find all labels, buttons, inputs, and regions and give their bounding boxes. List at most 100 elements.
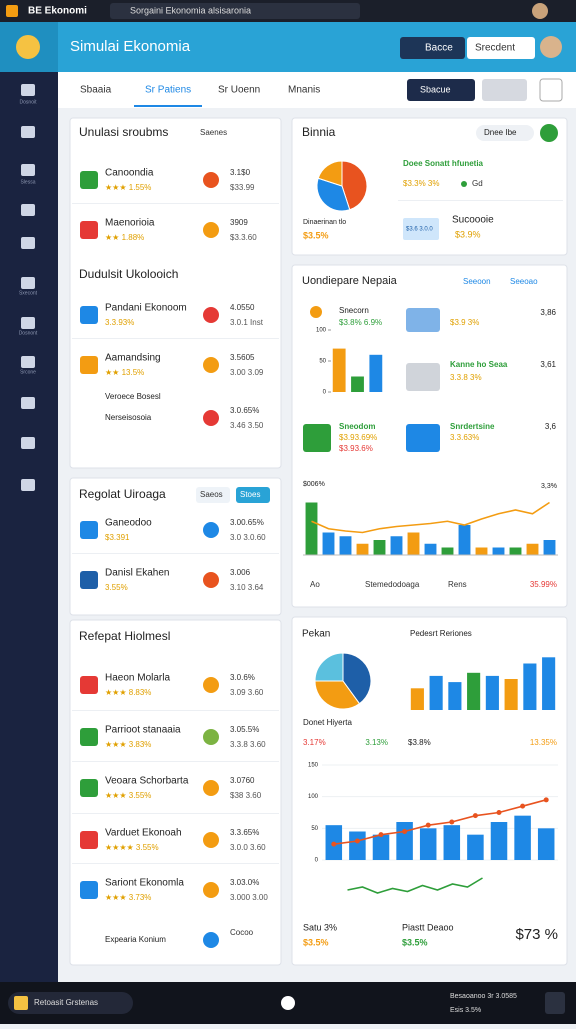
- row-icon: [406, 363, 440, 391]
- row-detail: 3.3.8 3%: [450, 373, 482, 382]
- bar: [458, 525, 471, 555]
- row-detail: 3.3.63%: [450, 433, 479, 442]
- status-dot: [203, 780, 219, 796]
- item-value: 3.05.5%: [230, 725, 259, 734]
- pie-slice: [341, 160, 368, 211]
- y-tick-label: 50: [311, 826, 318, 832]
- item-icon: [80, 831, 98, 849]
- badge: Gd: [472, 179, 483, 188]
- tab[interactable]: Sr Uoenn: [218, 85, 260, 96]
- nav-icon[interactable]: [21, 397, 35, 409]
- chip[interactable]: [236, 487, 270, 503]
- divider: [398, 200, 563, 201]
- item-value: $3.9%: [455, 229, 481, 239]
- row-detail: $3.93.69%: [339, 433, 377, 442]
- stat: $3.8%: [408, 738, 431, 747]
- tab[interactable]: Seeoon: [463, 277, 491, 286]
- item-detail: ★★ 13.5%: [105, 368, 144, 377]
- item-icon: [80, 521, 98, 539]
- toolbar-button[interactable]: [407, 79, 475, 101]
- bar: [443, 825, 461, 860]
- dot: [461, 181, 467, 187]
- search-input[interactable]: [467, 37, 535, 59]
- tab[interactable]: Seeoao: [510, 277, 538, 286]
- status-dot: [203, 572, 219, 588]
- status-dot: [203, 832, 219, 848]
- nav-icon[interactable]: [21, 84, 35, 96]
- row-value: 3,6: [545, 422, 557, 431]
- nav-icon[interactable]: [21, 237, 35, 249]
- axis-label: 3,3%: [541, 483, 557, 490]
- stat: 3.17%: [303, 738, 326, 747]
- bar: [467, 672, 481, 710]
- bar: [332, 348, 346, 392]
- bar: [429, 675, 443, 710]
- bar: [407, 532, 420, 555]
- item-detail: ★★★ 1.55%: [105, 183, 151, 192]
- nav-icon[interactable]: [21, 126, 35, 138]
- item-value: Cocoo: [230, 928, 254, 937]
- avatar: [540, 36, 562, 58]
- item-value: 3.03.0%: [230, 878, 259, 887]
- pill[interactable]: [476, 125, 534, 141]
- nav-icon[interactable]: [21, 317, 35, 329]
- bar: [372, 834, 390, 860]
- item-note: 3.10 3.64: [230, 583, 264, 592]
- item-name: Sucoooie: [452, 215, 494, 226]
- pie-slice: [314, 652, 344, 682]
- card-title: Uondiepare Nepaia: [302, 275, 398, 287]
- nav-icon[interactable]: [21, 356, 35, 368]
- stat: 13.35%: [530, 738, 557, 747]
- tab[interactable]: [110, 3, 360, 19]
- bar: [492, 547, 505, 555]
- item-name: Aamandsing: [105, 353, 161, 364]
- point: [402, 829, 408, 834]
- footer-icon: [14, 996, 28, 1010]
- axis-label: $006%: [303, 481, 325, 488]
- legend-item: Stemedodoaga: [365, 580, 420, 589]
- item-detail: 3.55%: [105, 583, 128, 592]
- nav-icon[interactable]: [21, 437, 35, 449]
- point: [425, 822, 431, 828]
- icon-button[interactable]: [539, 78, 563, 102]
- status-dot: [203, 882, 219, 898]
- chart-label: Donet Hiyerta: [303, 718, 352, 727]
- item-note: 3.46 3.50: [230, 421, 264, 430]
- tab[interactable]: Sr Patiens: [145, 85, 191, 96]
- card: [69, 117, 282, 469]
- chart-title: Pedesrt Reriones: [410, 629, 472, 638]
- divider: [72, 338, 279, 339]
- item-detail: $3.391: [105, 533, 130, 542]
- item-value: 3.00.65%: [230, 518, 264, 527]
- item-icon: [80, 728, 98, 746]
- legend-item: 35.99%: [530, 580, 557, 589]
- item-detail: 3.3.93%: [105, 318, 134, 327]
- action[interactable]: Saenes: [200, 128, 227, 137]
- footer-pill[interactable]: [8, 992, 133, 1014]
- toolbar-toggle[interactable]: [482, 79, 527, 101]
- line: [347, 877, 483, 894]
- bar: [424, 543, 437, 555]
- nav-icon[interactable]: [21, 204, 35, 216]
- item-note: 3.3.8 3.60: [230, 740, 266, 749]
- chip[interactable]: [196, 487, 230, 503]
- action[interactable]: Stoes: [240, 490, 260, 499]
- bar: [526, 543, 539, 555]
- bar: [448, 682, 462, 710]
- item-value: 3.5605: [230, 353, 255, 362]
- nav-icon[interactable]: [21, 479, 35, 491]
- card: [291, 117, 568, 256]
- item-value: 3.006: [230, 568, 251, 577]
- item-value: 3.1$0: [230, 168, 251, 177]
- nav-icon[interactable]: [21, 164, 35, 176]
- nav-icon[interactable]: [21, 277, 35, 289]
- tab[interactable]: Sbaaia: [80, 85, 112, 96]
- nav-label: Dosnoit: [20, 99, 38, 105]
- tab[interactable]: Mnanis: [288, 85, 320, 96]
- action[interactable]: Saeos: [200, 490, 223, 499]
- footer-button[interactable]: [545, 992, 565, 1014]
- bar: [322, 532, 335, 555]
- button[interactable]: [400, 37, 465, 59]
- y-tick-label: 100: [308, 794, 319, 800]
- nav-label: Sxecont: [19, 290, 38, 296]
